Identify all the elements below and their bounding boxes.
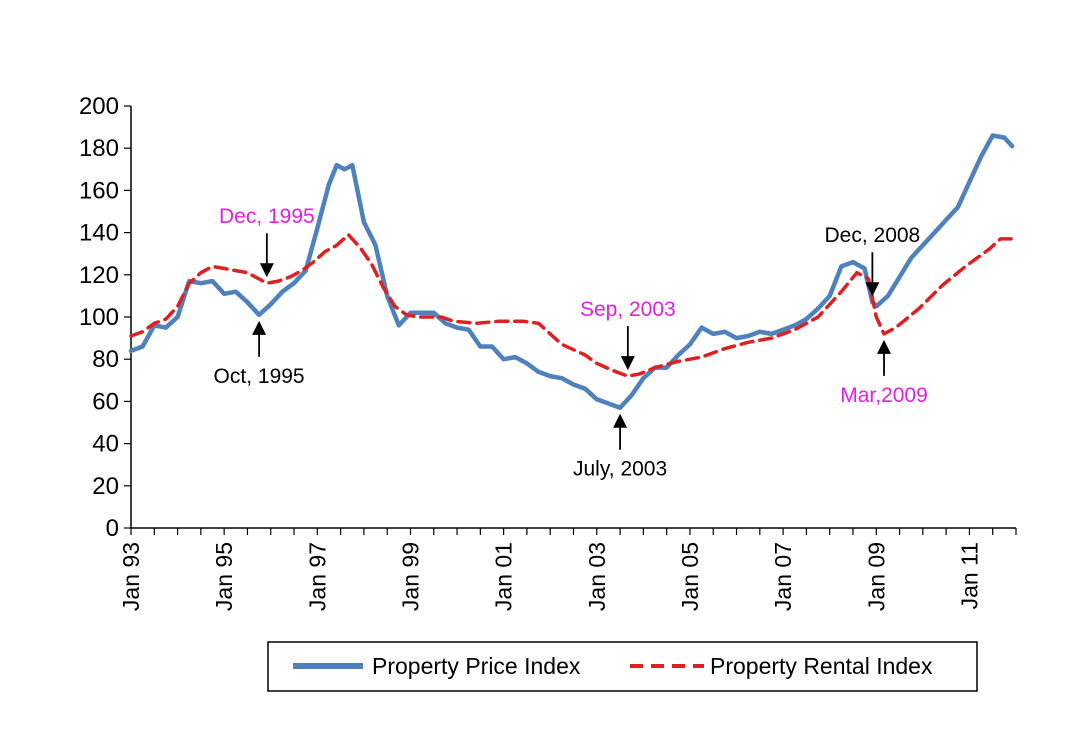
- legend-box: [267, 641, 978, 692]
- annotation-label: Oct, 1995: [214, 365, 305, 388]
- legend-label-price: Property Price Index: [372, 653, 581, 679]
- annotation-arrow-head: [259, 263, 274, 278]
- y-tick-label: 20: [92, 473, 119, 500]
- y-tick-label: 200: [79, 93, 119, 120]
- annotation-layer: Dec, 1995 Oct, 1995 Sep, 2003 July, 2003 Dec…: [214, 205, 928, 480]
- annotation: July, 2003: [573, 413, 667, 481]
- annotation-arrow-head: [613, 413, 628, 428]
- x-tick-label: Jan 11: [956, 542, 982, 609]
- x-tick-label: Jan 99: [397, 542, 423, 611]
- y-tick-label: 140: [79, 220, 119, 247]
- x-tick-label: Jan 95: [211, 542, 237, 611]
- chart-axes: 0 20 40 60 80 100 120 140 160 180 200 Jan 93 Jan 95 J…: [79, 93, 1017, 611]
- annotation-label: Dec, 1995: [219, 205, 315, 228]
- x-tick-label: Jan 07: [770, 542, 796, 611]
- x-tick-label: Jan 93: [118, 542, 144, 611]
- annotation: Sep, 2003: [580, 298, 676, 371]
- annotation: Mar,2009: [840, 339, 928, 407]
- y-tick-label: 100: [79, 304, 119, 331]
- x-tick-label: Jan 01: [491, 542, 517, 611]
- annotation-arrow-head: [877, 339, 892, 354]
- annotation-label: Sep, 2003: [580, 298, 676, 321]
- y-tick-label: 40: [92, 431, 119, 458]
- y-tick-label: 120: [79, 262, 119, 289]
- annotation-label: Mar,2009: [840, 384, 928, 407]
- x-tick-label: Jan 09: [863, 542, 889, 611]
- legend-label-rental: Property Rental Index: [710, 653, 933, 679]
- chart-legend: Property Price Index Property Rental Ind…: [267, 641, 978, 692]
- annotation: Oct, 1995: [214, 320, 305, 388]
- annotation-label: Dec, 2008: [825, 224, 921, 247]
- annotation-arrow-head: [620, 356, 635, 371]
- y-tick-label: 160: [79, 177, 119, 204]
- annotation: Dec, 1995: [219, 205, 315, 278]
- x-tick-label: Jan 03: [584, 542, 610, 611]
- annotation: Dec, 2008: [825, 224, 921, 297]
- series-line-rental: [129, 232, 1014, 378]
- y-tick-label: 180: [79, 135, 119, 162]
- annotation-arrow-head: [865, 282, 880, 297]
- y-tick-label: 60: [92, 388, 119, 415]
- y-tick-label: 80: [92, 346, 119, 373]
- x-tick-label: Jan 97: [304, 542, 330, 611]
- y-tick-label: 0: [106, 515, 119, 542]
- series-layer: [128, 133, 1015, 410]
- annotation-label: July, 2003: [573, 458, 667, 481]
- x-tick-label: Jan 05: [677, 542, 703, 611]
- annotation-arrow-head: [252, 320, 267, 335]
